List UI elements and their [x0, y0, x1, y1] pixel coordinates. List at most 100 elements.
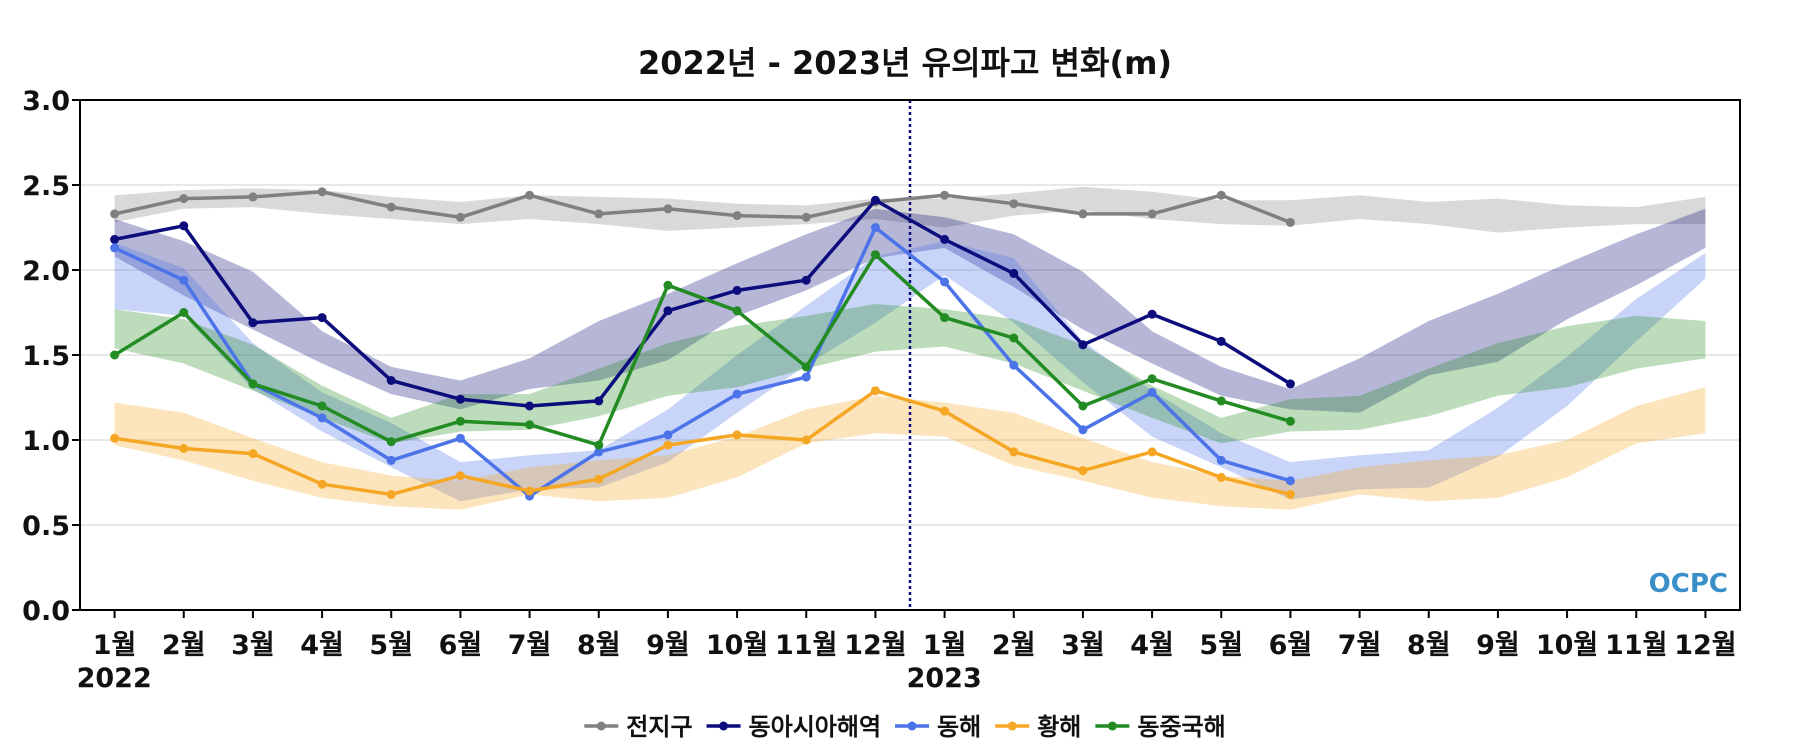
data-point [732, 306, 742, 316]
legend-swatch-marker [1007, 721, 1017, 731]
data-point [801, 435, 811, 445]
data-point [1216, 190, 1226, 200]
data-point [1147, 387, 1157, 397]
data-point [179, 444, 189, 453]
year-label: 2022 [77, 663, 152, 694]
y-tick-label: 2.5 [22, 171, 70, 202]
y-tick-label: 0.5 [22, 511, 70, 542]
data-point [1285, 416, 1295, 426]
data-point [1216, 336, 1226, 346]
legend-label: 전지구 [626, 713, 692, 741]
series-line [114, 388, 1291, 497]
data-point [1078, 401, 1088, 411]
data-point [455, 471, 465, 481]
data-point [801, 212, 811, 222]
data-point [663, 430, 673, 440]
data-point [1078, 425, 1088, 435]
data-point [1078, 340, 1088, 350]
data-point [594, 474, 604, 484]
data-point [870, 223, 880, 232]
legend-swatch-marker [719, 721, 729, 731]
data-point [248, 192, 258, 202]
data-point [940, 277, 950, 287]
data-point [1009, 268, 1019, 278]
data-point [1216, 455, 1226, 465]
data-point [663, 204, 673, 214]
data-point [801, 372, 811, 382]
range-band [114, 304, 1706, 444]
x-tick-label: 9월 [646, 630, 690, 661]
x-tick-label: 5월 [1199, 630, 1243, 661]
range-band [114, 208, 1706, 413]
data-point [110, 209, 120, 219]
data-point [455, 212, 465, 222]
y-tick-label: 1.0 [22, 426, 70, 457]
data-point [525, 190, 535, 200]
data-point [594, 447, 604, 457]
data-point [1009, 447, 1019, 457]
year-label: 2023 [907, 663, 982, 694]
data-point [1078, 209, 1088, 219]
data-point [663, 306, 673, 316]
data-point [1147, 374, 1157, 384]
data-point [110, 433, 120, 443]
data-point [870, 250, 880, 260]
data-point [1216, 396, 1226, 406]
data-point [940, 313, 950, 323]
y-tick-label: 3.0 [22, 86, 70, 117]
data-point [317, 313, 327, 323]
x-tick-label: 10월 [706, 630, 768, 661]
data-point [179, 275, 189, 285]
data-point [870, 195, 880, 205]
data-point [110, 243, 120, 253]
legend: 전지구 동아시아해역 동해 황해 동중국해 [584, 713, 1226, 741]
data-point [940, 406, 950, 416]
y-axis-ticks: 0.0 0.5 1.0 1.5 2.0 2.5 3.0 [22, 86, 80, 627]
data-point [940, 190, 950, 200]
x-tick-label: 10월 [1536, 630, 1598, 661]
x-tick-label: 3월 [231, 630, 275, 661]
data-point [455, 394, 465, 404]
x-tick-label: 11월 [775, 630, 837, 661]
x-tick-label: 2월 [992, 630, 1036, 661]
series-line [113, 225, 1291, 498]
data-point [248, 449, 258, 459]
data-point [386, 437, 396, 447]
data-point [248, 318, 258, 328]
ocpc-logo-text: OCPC [1649, 569, 1728, 599]
data-point [525, 401, 535, 411]
chart-title: 2022년 - 2023년 유의파고 변화(m) [638, 44, 1172, 82]
data-point [1009, 333, 1019, 343]
x-tick-label: 6월 [439, 630, 483, 661]
data-point [732, 211, 742, 221]
legend-swatch-marker [907, 721, 917, 731]
x-tick-label: 7월 [508, 630, 552, 661]
x-tick-label: 8월 [1407, 630, 1451, 661]
data-point [1285, 489, 1295, 499]
legend-label: 동중국해 [1137, 713, 1225, 741]
data-point [317, 187, 327, 197]
data-point [1009, 360, 1019, 370]
data-point [455, 416, 465, 426]
data-point [525, 420, 535, 430]
data-point [455, 433, 465, 443]
x-tick-label: 2월 [162, 630, 206, 661]
data-point [732, 285, 742, 295]
data-point [525, 486, 535, 496]
data-point [110, 350, 120, 360]
data-point [663, 440, 673, 450]
data-point [732, 430, 742, 440]
data-point [1216, 472, 1226, 482]
legend-label: 동아시아해역 [749, 713, 881, 741]
x-tick-label: 4월 [300, 630, 344, 661]
data-point [110, 234, 120, 244]
x-tick-label: 12월 [844, 630, 906, 661]
series-line [114, 198, 1292, 408]
data-point [801, 275, 811, 285]
data-point [1078, 466, 1088, 476]
range-band [114, 387, 1706, 510]
data-point [179, 221, 189, 231]
data-point [386, 455, 396, 465]
data-point [732, 389, 742, 399]
